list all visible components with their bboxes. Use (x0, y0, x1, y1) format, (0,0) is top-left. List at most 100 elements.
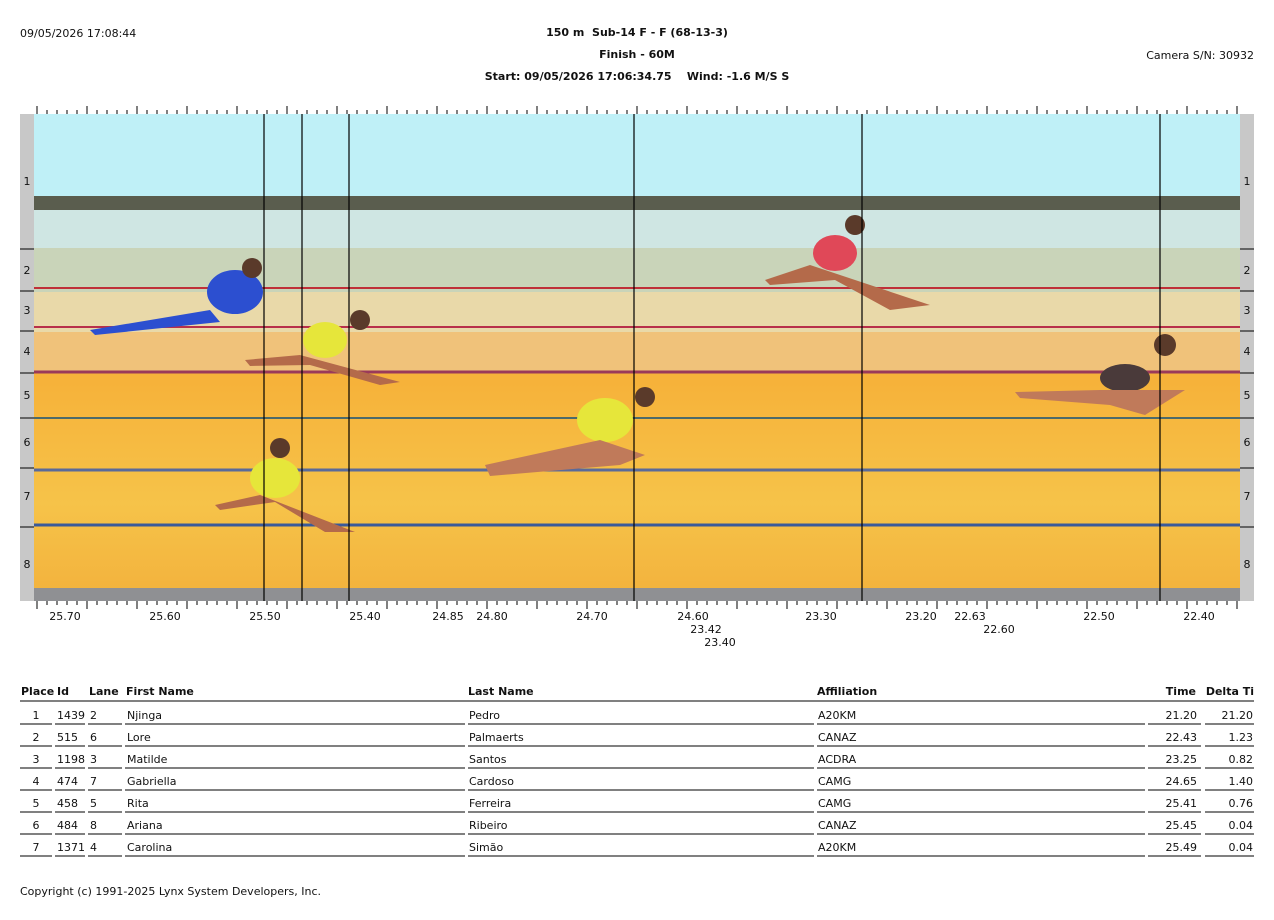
table-cell: A20KM (818, 841, 856, 854)
table-cell: 1.40 (1229, 775, 1254, 788)
table-cell: 0.76 (1229, 797, 1254, 810)
table-cell: Santos (469, 753, 507, 766)
column-header: Delta Ti (1206, 685, 1254, 698)
table-cell: 5 (33, 797, 40, 810)
time-label: 22.63 (954, 610, 986, 623)
table-cell: Rita (127, 797, 149, 810)
column-header: First Name (126, 685, 194, 698)
table-cell: Pedro (469, 709, 500, 722)
lane-label: 7 (24, 490, 31, 503)
table-cell: Cardoso (469, 775, 514, 788)
column-header: Place (21, 685, 54, 698)
lane-label: 4 (24, 345, 31, 358)
lane-label: 5 (24, 389, 31, 402)
table-cell: 3 (33, 753, 40, 766)
lane-label: 8 (24, 558, 31, 571)
table-cell: 25.49 (1166, 841, 1198, 854)
table-cell: 2 (90, 709, 97, 722)
table-cell: Ariana (127, 819, 163, 832)
table-cell: 0.04 (1229, 841, 1254, 854)
table-cell: CANAZ (818, 819, 857, 832)
time-label: 23.42 (690, 623, 722, 636)
lane-label: 2 (24, 264, 31, 277)
table-cell: 22.43 (1166, 731, 1198, 744)
column-header: Time (1166, 685, 1196, 698)
table-cell: 515 (57, 731, 78, 744)
table-cell: 24.65 (1166, 775, 1198, 788)
time-label: 23.20 (905, 610, 937, 623)
subtitle: Finish - 60M (599, 48, 675, 61)
start-info: Start: 09/05/2026 17:06:34.75 Wind: -1.6… (485, 70, 790, 83)
time-label: 24.80 (476, 610, 508, 623)
table-cell: 25.41 (1166, 797, 1198, 810)
time-label: 25.70 (49, 610, 81, 623)
table-cell: CANAZ (818, 731, 857, 744)
time-label: 25.60 (149, 610, 181, 623)
table-cell: Matilde (127, 753, 168, 766)
table-cell: 1.23 (1229, 731, 1254, 744)
column-header: Id (57, 685, 69, 698)
lane-label: 4 (1244, 345, 1251, 358)
finish-photo (20, 114, 1254, 601)
lane-label: 2 (1244, 264, 1251, 277)
time-label: 23.40 (704, 636, 736, 649)
time-label: 25.40 (349, 610, 381, 623)
title: 150 m Sub-14 F - F (68-13-3) (546, 26, 728, 39)
copyright: Copyright (c) 1991-2025 Lynx System Deve… (20, 885, 321, 898)
table-cell: 0.04 (1229, 819, 1254, 832)
table-cell: 484 (57, 819, 78, 832)
table-cell: A20KM (818, 709, 856, 722)
column-header: Last Name (468, 685, 534, 698)
table-cell: CAMG (818, 775, 851, 788)
lane-label: 6 (24, 436, 31, 449)
table-cell: 3 (90, 753, 97, 766)
table-cell: CAMG (818, 797, 851, 810)
table-cell: 1371 (57, 841, 85, 854)
table-cell: 8 (90, 819, 97, 832)
column-header: Affiliation (817, 685, 877, 698)
time-label: 24.70 (576, 610, 608, 623)
table-cell: Njinga (127, 709, 162, 722)
table-cell: 21.20 (1166, 709, 1198, 722)
lane-label: 1 (24, 175, 31, 188)
table-cell: 6 (90, 731, 97, 744)
table-cell: 474 (57, 775, 78, 788)
table-cell: 4 (90, 841, 97, 854)
table-cell: Lore (127, 731, 151, 744)
table-cell: Carolina (127, 841, 172, 854)
time-label: 22.50 (1083, 610, 1115, 623)
time-label: 23.30 (805, 610, 837, 623)
table-cell: 4 (33, 775, 40, 788)
lane-label: 7 (1244, 490, 1251, 503)
table-cell: ACDRA (818, 753, 857, 766)
table-cell: 6 (33, 819, 40, 832)
lane-label: 8 (1244, 558, 1251, 571)
table-cell: 1439 (57, 709, 85, 722)
table-cell: 7 (33, 841, 40, 854)
table-cell: 0.82 (1229, 753, 1254, 766)
table-cell: 23.25 (1166, 753, 1198, 766)
table-cell: 7 (90, 775, 97, 788)
time-label: 22.60 (983, 623, 1015, 636)
lane-label: 5 (1244, 389, 1251, 402)
table-cell: 25.45 (1166, 819, 1198, 832)
table-cell: 458 (57, 797, 78, 810)
table-cell: Palmaerts (469, 731, 524, 744)
table-cell: 1 (33, 709, 40, 722)
camera: Camera S/N: 30932 (1146, 49, 1254, 62)
lane-label: 3 (1244, 304, 1251, 317)
time-label: 25.50 (249, 610, 281, 623)
lane-label: 3 (24, 304, 31, 317)
lane-label: 1 (1244, 175, 1251, 188)
table-cell: Gabriella (127, 775, 176, 788)
time-label: 24.85 (432, 610, 464, 623)
timestamp: 09/05/2026 17:08:44 (20, 27, 136, 40)
table-cell: Simão (469, 841, 503, 854)
table-cell: 21.20 (1222, 709, 1254, 722)
lane-label: 6 (1244, 436, 1251, 449)
time-label: 22.40 (1183, 610, 1215, 623)
table-cell: Ribeiro (469, 819, 508, 832)
table-cell: 5 (90, 797, 97, 810)
time-label: 24.60 (677, 610, 709, 623)
